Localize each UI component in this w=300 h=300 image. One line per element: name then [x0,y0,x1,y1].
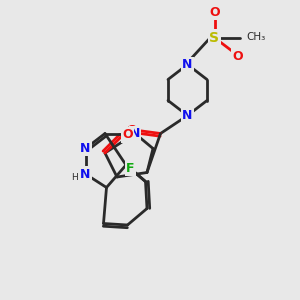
Text: N: N [182,109,193,122]
Text: N: N [80,142,91,155]
Text: CH₃: CH₃ [246,32,265,43]
Text: N: N [130,127,140,140]
Text: F: F [126,161,135,175]
Text: S: S [209,31,220,44]
Text: N: N [80,167,91,181]
Text: O: O [127,124,137,137]
Text: N: N [182,58,193,71]
Text: H: H [71,173,77,182]
Text: O: O [209,5,220,19]
Text: O: O [232,50,243,63]
Text: O: O [122,128,133,142]
